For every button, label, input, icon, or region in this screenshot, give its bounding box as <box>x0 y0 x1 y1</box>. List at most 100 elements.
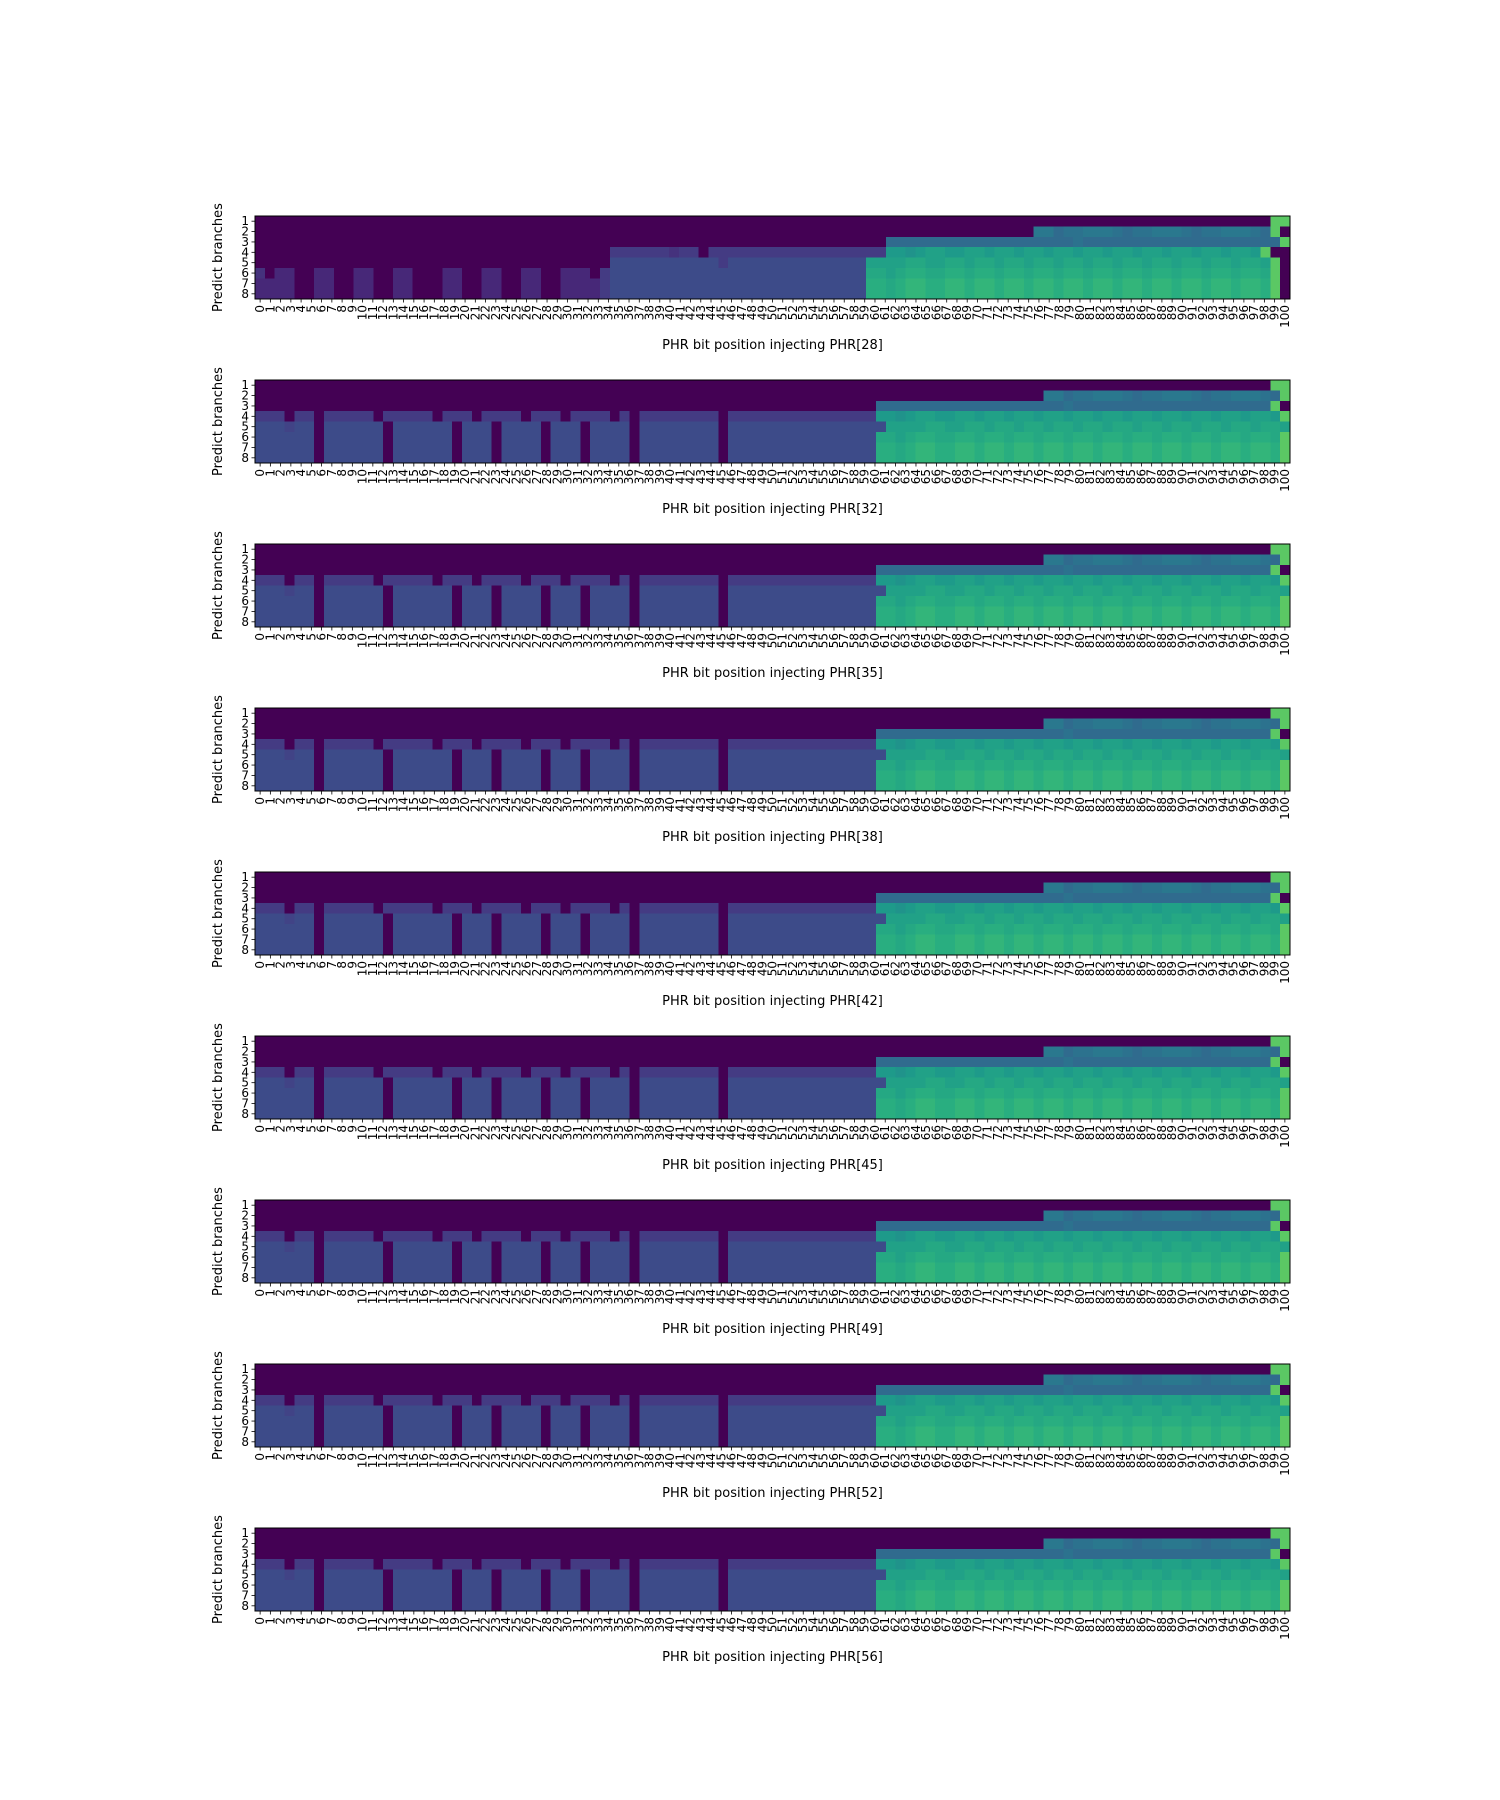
x-tick-label: 47 <box>735 469 749 484</box>
heatmap-cell <box>777 882 788 894</box>
heatmap-cell <box>511 708 522 719</box>
x-tick-label: 74 <box>1011 305 1025 320</box>
heatmap-cell <box>767 452 778 464</box>
heatmap-cell <box>738 903 749 914</box>
heatmap-cell <box>757 442 768 453</box>
heatmap-cell <box>1033 554 1044 566</box>
heatmap-cell <box>1171 872 1182 883</box>
x-tick-label: 60 <box>868 797 882 812</box>
heatmap-cell <box>590 780 601 792</box>
heatmap-cell <box>678 452 690 464</box>
heatmap-cell <box>639 400 650 412</box>
heatmap-cell <box>1211 749 1222 761</box>
heatmap-cell <box>1132 595 1143 607</box>
x-tick-label: 87 <box>1145 797 1159 812</box>
heatmap-cell <box>1221 728 1232 740</box>
heatmap-cell <box>669 585 680 597</box>
heatmap-cell <box>491 749 502 761</box>
heatmap-cell <box>1102 390 1113 402</box>
heatmap-cell <box>738 411 749 422</box>
heatmap-cell <box>1053 247 1064 258</box>
heatmap-cell <box>353 288 364 300</box>
heatmap-cell <box>816 544 828 555</box>
heatmap-cell <box>471 923 483 935</box>
heatmap-cell <box>718 749 729 761</box>
heatmap-cell <box>1270 257 1281 269</box>
heatmap-cell <box>974 288 985 300</box>
heatmap-cell <box>935 595 946 607</box>
heatmap-cell <box>274 544 285 555</box>
heatmap-cell <box>511 380 522 391</box>
heatmap-cell <box>856 606 867 617</box>
heatmap-cell <box>728 544 739 555</box>
heatmap-cell <box>974 452 985 464</box>
heatmap-cell <box>491 739 502 750</box>
heatmap-cell <box>1063 554 1074 566</box>
heatmap-cell <box>747 216 759 227</box>
y-axis-label: Predict branches <box>211 695 226 804</box>
heatmap-cell <box>1260 708 1271 719</box>
heatmap-cell <box>649 247 660 258</box>
heatmap-cell <box>994 452 1005 464</box>
heatmap-cell <box>363 421 374 433</box>
heatmap-cell <box>1102 606 1113 617</box>
heatmap-cell <box>1033 442 1044 453</box>
x-tick-label: 33 <box>591 797 605 812</box>
heatmap-cell <box>264 544 276 555</box>
heatmap-cell <box>393 247 404 258</box>
heatmap-cell <box>639 544 650 555</box>
heatmap-cell <box>452 442 463 453</box>
heatmap-cell <box>294 564 305 576</box>
heatmap-cell <box>284 882 295 894</box>
heatmap-cell <box>807 780 818 792</box>
heatmap-cell <box>1142 288 1153 300</box>
heatmap-cell <box>767 544 778 555</box>
x-tick-label: 42 <box>684 797 698 812</box>
heatmap-cell <box>1201 728 1212 740</box>
heatmap-cell <box>856 390 867 402</box>
heatmap-cell <box>659 739 670 750</box>
x-tick-label: 76 <box>1032 305 1046 320</box>
heatmap-cell <box>324 544 335 555</box>
heatmap-cell <box>1053 913 1064 925</box>
heatmap-cell <box>708 882 719 894</box>
heatmap-cell <box>373 421 384 433</box>
heatmap-cell <box>442 390 453 402</box>
heatmap-cell <box>422 544 433 555</box>
heatmap-cell <box>915 872 926 883</box>
heatmap-cell <box>363 718 374 730</box>
heatmap-cell <box>540 400 552 412</box>
heatmap-cell <box>905 400 916 412</box>
heatmap-cell <box>324 380 335 391</box>
x-tick-label: 49 <box>755 633 769 648</box>
heatmap-cell <box>1053 278 1064 289</box>
heatmap-cell <box>363 236 374 248</box>
x-tick-label: 48 <box>745 797 759 812</box>
heatmap-cell <box>846 749 857 761</box>
heatmap-cell <box>925 872 936 883</box>
heatmap-cell <box>925 708 936 719</box>
x-tick-label: 13 <box>386 469 400 484</box>
heatmap-cell <box>1161 257 1173 269</box>
heatmap-cell <box>895 728 906 740</box>
heatmap-cell <box>462 616 473 628</box>
heatmap-cell <box>343 585 354 597</box>
heatmap-cell <box>471 718 483 730</box>
heatmap-cell <box>1063 739 1074 750</box>
heatmap-cell <box>678 257 690 269</box>
heatmap-cell <box>954 708 966 719</box>
x-tick-label: 95 <box>1227 797 1241 812</box>
heatmap-cell <box>531 923 542 935</box>
heatmap-cell <box>1122 708 1133 719</box>
heatmap-cell <box>856 267 867 279</box>
heatmap-cell <box>590 708 601 719</box>
heatmap-cell <box>471 247 483 258</box>
heatmap-cell <box>1073 411 1084 422</box>
heatmap-cell <box>609 575 621 586</box>
heatmap-cell <box>1181 442 1192 453</box>
heatmap-cell <box>1132 770 1143 781</box>
heatmap-cell <box>945 780 956 792</box>
heatmap-cell <box>1122 718 1133 730</box>
heatmap-cell <box>659 236 670 248</box>
heatmap-cell <box>1063 923 1074 935</box>
